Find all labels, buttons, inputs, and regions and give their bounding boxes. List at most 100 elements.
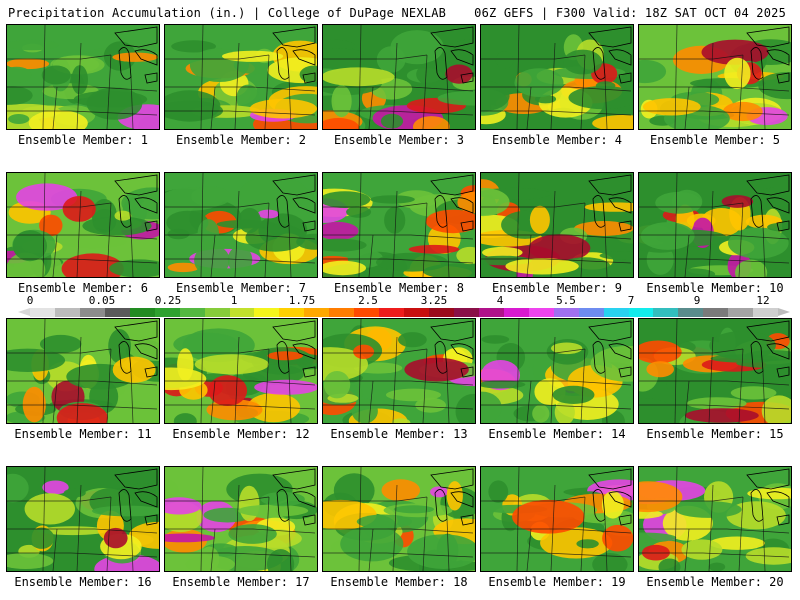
ensemble-panel-1: Ensemble Member: 1 <box>6 24 160 147</box>
colorbar-tick-label: 1 <box>230 294 238 307</box>
precip-map <box>7 319 159 423</box>
model-run-info: 06Z GEFS | F300 Valid: 18Z SAT OCT 04 20… <box>474 6 786 20</box>
member-caption: Ensemble Member: 16 <box>14 575 152 589</box>
colorbar-tick-label: 7 <box>627 294 635 307</box>
precip-map <box>165 173 317 277</box>
colorbar-labels: 0 0.05 0.25 1 1.75 2.5 3.25 4 5.5 7 9 12 <box>26 294 778 307</box>
colorbar-swatch <box>404 308 429 317</box>
colorbar-swatch <box>104 308 130 317</box>
map-frame <box>6 172 160 278</box>
member-caption: Ensemble Member: 8 <box>333 281 465 295</box>
ensemble-panel-13: Ensemble Member: 13 <box>322 318 476 441</box>
map-frame <box>480 466 634 572</box>
precip-map <box>481 467 633 571</box>
colorbar-tick-label: 0.25 <box>154 294 182 307</box>
colorbar-swatch <box>703 308 729 317</box>
map-frame <box>638 24 792 130</box>
ensemble-panel-12: Ensemble Member: 12 <box>164 318 318 441</box>
ensemble-panel-18: Ensemble Member: 18 <box>322 466 476 589</box>
precip-map <box>323 173 475 277</box>
colorbar-swatch <box>354 308 380 317</box>
colorbar-tick-label: 4 <box>496 294 504 307</box>
member-caption: Ensemble Member: 1 <box>17 133 149 147</box>
member-caption: Ensemble Member: 19 <box>488 575 626 589</box>
colorbar-swatch <box>154 308 180 317</box>
colorbar-swatch <box>653 308 679 317</box>
map-frame <box>164 172 318 278</box>
member-caption: Ensemble Member: 2 <box>175 133 307 147</box>
colorbar-tick-label: 5.5 <box>556 294 576 307</box>
colorbar-tick-label: 2.5 <box>358 294 378 307</box>
map-frame <box>480 24 634 130</box>
colorbar-tick-label: 9 <box>693 294 701 307</box>
precip-map <box>323 319 475 423</box>
colorbar-swatch <box>304 308 330 317</box>
colorbar-tick-label: 0.05 <box>88 294 116 307</box>
colorbar-swatch <box>229 308 255 317</box>
ensemble-panel-16: Ensemble Member: 16 <box>6 466 160 589</box>
map-frame <box>6 24 160 130</box>
precip-map <box>481 25 633 129</box>
map-frame <box>480 172 634 278</box>
colorbar-swatch <box>204 308 230 317</box>
member-caption: Ensemble Member: 17 <box>172 575 310 589</box>
member-caption: Ensemble Member: 15 <box>646 427 784 441</box>
map-frame <box>6 318 160 424</box>
map-frame <box>480 318 634 424</box>
colorbar-swatch <box>379 308 405 317</box>
map-frame <box>6 466 160 572</box>
colorbar-swatch <box>329 308 355 317</box>
member-caption: Ensemble Member: 12 <box>172 427 310 441</box>
colorbar-tick-label: 12 <box>756 294 770 307</box>
ensemble-panel-20: Ensemble Member: 20 <box>638 466 792 589</box>
ensemble-panel-7: Ensemble Member: 7 <box>164 172 318 295</box>
colorbar-swatch <box>728 308 754 317</box>
colorbar-swatch <box>478 308 504 317</box>
member-caption: Ensemble Member: 18 <box>330 575 468 589</box>
colorbar-swatch <box>453 308 479 317</box>
precip-map <box>7 467 159 571</box>
precip-map <box>639 25 791 129</box>
colorbar-tick-label: 0 <box>26 294 34 307</box>
chart-title: Precipitation Accumulation (in.) | Colle… <box>8 6 447 20</box>
colorbar-swatch <box>30 308 55 317</box>
precip-map <box>481 319 633 423</box>
colorbar-swatch <box>528 308 554 317</box>
precip-map <box>639 173 791 277</box>
member-caption: Ensemble Member: 4 <box>491 133 623 147</box>
map-frame <box>322 466 476 572</box>
member-caption: Ensemble Member: 10 <box>646 281 784 295</box>
colorbar-swatch <box>254 308 280 317</box>
colorbar-max-arrow <box>778 308 790 316</box>
map-frame <box>638 318 792 424</box>
precip-map <box>639 467 791 571</box>
colorbar-min-arrow <box>18 308 30 316</box>
map-frame <box>164 318 318 424</box>
precip-map <box>165 319 317 423</box>
member-caption: Ensemble Member: 14 <box>488 427 626 441</box>
precip-map <box>7 25 159 129</box>
member-caption: Ensemble Member: 11 <box>14 427 152 441</box>
ensemble-panel-14: Ensemble Member: 14 <box>480 318 634 441</box>
map-frame <box>322 318 476 424</box>
ensemble-panel-6: Ensemble Member: 6 <box>6 172 160 295</box>
colorbar-swatch <box>753 308 779 317</box>
member-caption: Ensemble Member: 5 <box>649 133 781 147</box>
map-frame <box>322 172 476 278</box>
member-caption: Ensemble Member: 9 <box>491 281 623 295</box>
precip-map <box>481 173 633 277</box>
colorbar-legend: 0 0.05 0.25 1 1.75 2.5 3.25 4 5.5 7 9 12 <box>18 294 790 318</box>
colorbar-swatch <box>553 308 579 317</box>
colorbar-tick-label: 1.75 <box>288 294 316 307</box>
ensemble-panel-8: Ensemble Member: 8 <box>322 172 476 295</box>
colorbar-swatch <box>503 308 529 317</box>
colorbar-swatch <box>603 308 629 317</box>
colorbar-swatch <box>129 308 155 317</box>
precip-map <box>165 25 317 129</box>
map-frame <box>164 466 318 572</box>
colorbar-swatch <box>54 308 80 317</box>
precip-map <box>165 467 317 571</box>
colorbar-swatch <box>79 308 105 317</box>
ensemble-panel-9: Ensemble Member: 9 <box>480 172 634 295</box>
map-frame <box>164 24 318 130</box>
